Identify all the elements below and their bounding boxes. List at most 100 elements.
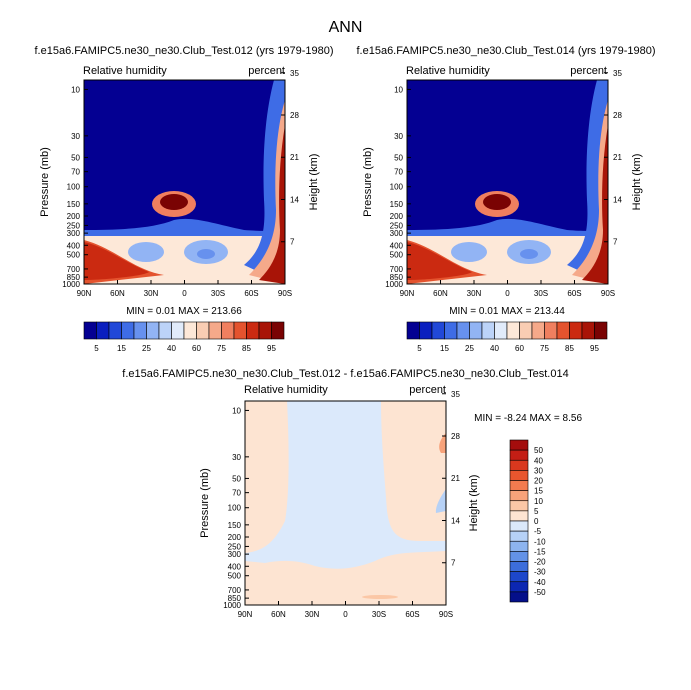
y-tick-label: 50 bbox=[71, 153, 80, 162]
right-string: percent bbox=[570, 65, 607, 77]
y2-tick-label: 35 bbox=[613, 69, 622, 78]
colorbar-label: 50 bbox=[534, 446, 543, 455]
min-max-stats: MIN = 0.01 MAX = 213.66 bbox=[126, 306, 242, 317]
colorbar-swatch bbox=[509, 571, 529, 583]
colorbar-label: 15 bbox=[117, 344, 126, 353]
y2-tick-label: 35 bbox=[451, 390, 460, 399]
colorbar-label: 95 bbox=[267, 344, 276, 353]
y-tick-label: 300 bbox=[390, 229, 404, 238]
y-tick-label: 700 bbox=[67, 265, 81, 274]
x-tick-label: 0 bbox=[182, 289, 187, 298]
right-string: percent bbox=[409, 384, 446, 396]
x-tick-label: 90S bbox=[278, 289, 292, 298]
south-polar-wet-core bbox=[259, 125, 285, 284]
y2-tick-label: 28 bbox=[290, 111, 299, 120]
colorbar-label: 10 bbox=[534, 497, 543, 506]
figure-title: ANN bbox=[329, 19, 363, 36]
panel-title: f.e15a6.FAMIPC5.ne30_ne30.Club_Test.012 … bbox=[34, 45, 333, 57]
colorbar-label: 75 bbox=[540, 344, 549, 353]
min-max-stats: MIN = 0.01 MAX = 213.44 bbox=[449, 306, 565, 317]
y-tick-label: 500 bbox=[67, 251, 81, 260]
colorbar-label: -40 bbox=[534, 578, 546, 587]
y-tick-label: 50 bbox=[232, 474, 241, 483]
y-tick-label: 200 bbox=[390, 212, 404, 221]
y2-tick-label: 21 bbox=[451, 474, 460, 483]
plot-area bbox=[406, 79, 609, 285]
colorbar-label: 20 bbox=[534, 477, 543, 486]
surface-positive-streak bbox=[362, 595, 398, 599]
y-tick-label: 30 bbox=[71, 132, 80, 141]
y-tick-label: 10 bbox=[394, 85, 403, 94]
y2-axis-label: Height (km) bbox=[308, 154, 320, 211]
colorbar-swatch bbox=[509, 520, 529, 532]
x-tick-label: 60N bbox=[271, 610, 286, 619]
y-tick-label: 300 bbox=[228, 550, 242, 559]
x-tick-label: 30N bbox=[144, 289, 159, 298]
y2-tick-label: 14 bbox=[613, 195, 622, 204]
x-tick-label: 0 bbox=[343, 610, 348, 619]
colorbar-swatch bbox=[509, 490, 529, 502]
y-tick-label: 250 bbox=[228, 542, 242, 551]
colorbar-swatch bbox=[509, 449, 529, 461]
x-tick-label: 90N bbox=[77, 289, 92, 298]
colorbar-swatch bbox=[494, 321, 508, 340]
south-polar-moist bbox=[249, 100, 285, 284]
colorbar: 5 15 25 40 60 75 85 95 bbox=[83, 321, 285, 353]
left-string: Relative humidity bbox=[406, 65, 490, 77]
y-tick-label: 500 bbox=[228, 572, 242, 581]
colorbar-swatch bbox=[556, 321, 570, 340]
colorbar-swatch bbox=[108, 321, 122, 340]
colorbar-label: 5 bbox=[94, 344, 99, 353]
colorbar-swatch bbox=[569, 321, 583, 340]
colorbar-label: 40 bbox=[490, 344, 499, 353]
colorbar-swatch bbox=[519, 321, 533, 340]
colorbar-swatch bbox=[481, 321, 495, 340]
x-tick-label: 90N bbox=[400, 289, 415, 298]
colorbar-swatch bbox=[509, 551, 529, 562]
y2-axis: 35 28 21 14 7 bbox=[442, 390, 460, 568]
y2-tick-label: 14 bbox=[290, 195, 299, 204]
colorbar-swatch bbox=[208, 321, 222, 340]
x-axis: 90N 60N 30N 0 30S 60S 90S bbox=[400, 280, 615, 298]
colorbar-swatch bbox=[509, 439, 529, 451]
y-tick-label: 70 bbox=[232, 489, 241, 498]
y2-tick-label: 7 bbox=[290, 238, 295, 247]
south-negative-patch bbox=[435, 489, 446, 513]
colorbar-label: 60 bbox=[192, 344, 201, 353]
x-tick-label: 60S bbox=[244, 289, 258, 298]
colorbar-swatch bbox=[271, 321, 285, 340]
y2-axis: 35 28 21 14 7 bbox=[604, 69, 622, 247]
negative-difference bbox=[245, 401, 446, 569]
south-subtropical-dry-core bbox=[197, 249, 215, 259]
y-tick-label: 150 bbox=[67, 200, 81, 209]
colorbar-swatch bbox=[246, 321, 260, 340]
y2-tick-label: 21 bbox=[613, 153, 622, 162]
y-tick-label: 150 bbox=[390, 200, 404, 209]
colorbar-swatch bbox=[509, 530, 529, 542]
colorbar-label: 30 bbox=[534, 466, 543, 475]
x-tick-label: 0 bbox=[505, 289, 510, 298]
y-tick-label: 1000 bbox=[62, 280, 80, 289]
colorbar-label: 15 bbox=[534, 487, 543, 496]
y-tick-label: 700 bbox=[390, 265, 404, 274]
panel-title: f.e15a6.FAMIPC5.ne30_ne30.Club_Test.012 … bbox=[122, 368, 568, 380]
colorbar: 5 15 25 40 60 75 85 95 bbox=[406, 321, 608, 353]
colorbar-swatch bbox=[233, 321, 247, 340]
x-tick-label: 60S bbox=[405, 610, 419, 619]
panel-difference: f.e15a6.FAMIPC5.ne30_ne30.Club_Test.012 … bbox=[122, 368, 582, 619]
colorbar-swatch bbox=[221, 321, 235, 340]
y2-axis-label: Height (km) bbox=[468, 475, 480, 532]
colorbar-label: -5 bbox=[534, 527, 542, 536]
plot-area bbox=[83, 79, 286, 285]
colorbar-swatch bbox=[594, 321, 608, 340]
colorbar-swatch bbox=[196, 321, 210, 340]
y-tick-label: 200 bbox=[67, 212, 81, 221]
colorbar-label: 75 bbox=[217, 344, 226, 353]
y-tick-label: 850 bbox=[67, 273, 81, 282]
y-tick-label: 10 bbox=[232, 406, 241, 415]
colorbar-swatch bbox=[258, 321, 272, 340]
colorbar-label: -20 bbox=[534, 558, 546, 567]
y-tick-label: 30 bbox=[232, 453, 241, 462]
colorbar-swatch bbox=[509, 561, 529, 572]
